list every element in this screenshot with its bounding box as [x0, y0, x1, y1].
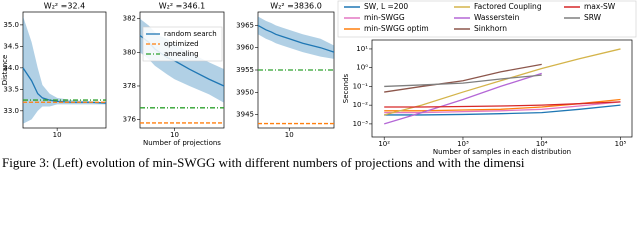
x-tick-label: 10	[53, 131, 62, 139]
legend-label: min-SWGG	[364, 13, 405, 22]
legend-label: SRW	[584, 13, 602, 22]
band	[258, 16, 334, 59]
y-tick-label: 3950	[236, 88, 254, 96]
y-tick-label: 376	[123, 116, 137, 124]
figure: Figure 3: (Left) evolution of min-SWGG w…	[1, 0, 637, 170]
y-tick-label: 33.0	[3, 107, 19, 115]
series-line	[384, 74, 542, 88]
y-tick-label: 34.0	[3, 64, 19, 72]
y-tick-label: 3955	[236, 66, 254, 74]
y-tick-label: 35.0	[3, 21, 19, 29]
band	[23, 16, 106, 124]
series-line	[384, 101, 621, 108]
y-tick-label: 3945	[236, 111, 254, 119]
series-line	[384, 63, 542, 93]
caption: Figure 3: (Left) evolution of min-SWGG w…	[2, 155, 525, 170]
series-line	[257, 24, 335, 53]
y-tick-label: 3960	[236, 44, 254, 52]
y-tick-label: 382	[123, 15, 136, 23]
y-tick-label: 10⁰	[356, 64, 368, 72]
x-axis-label: Number of samples in each distribution	[433, 148, 571, 156]
legend-label: Wasserstein	[474, 13, 520, 22]
y-tick-label: 10⁻¹	[353, 82, 369, 90]
y-tick-label: 380	[123, 48, 136, 56]
x-tick-label: 10⁵	[615, 140, 627, 148]
series-line	[384, 48, 621, 116]
series-line	[384, 104, 621, 116]
legend-label: min-SWGG optim	[364, 24, 429, 33]
x-tick-label: 10³	[457, 140, 469, 148]
chart-title: W₂² =3836.0	[270, 2, 322, 11]
legend-label: random search	[164, 30, 217, 38]
y-axis-label: Seconds	[342, 73, 350, 103]
x-tick-label: 10⁴	[536, 140, 548, 148]
y-tick-label: 34.5	[3, 42, 19, 50]
legend-box	[142, 26, 223, 62]
y-tick-label: 10⁻³	[353, 120, 369, 128]
plot-area	[22, 11, 107, 129]
x-tick-label: 10	[170, 131, 179, 139]
y-tick-label: 33.5	[3, 85, 19, 93]
legend-label: max-SW	[584, 2, 616, 11]
y-tick-label: 3965	[236, 21, 254, 29]
legend-label: optimized	[164, 40, 199, 48]
legend-label: SW, L =200	[364, 2, 408, 11]
x-tick-label: 10	[285, 131, 294, 139]
y-tick-label: 378	[123, 82, 136, 90]
legend-box	[337, 0, 637, 38]
series-line	[384, 72, 542, 125]
legend-label: Factored Coupling	[474, 2, 542, 11]
legend-label: annealing	[164, 50, 199, 58]
chart-title: W₂² =346.1	[159, 2, 205, 11]
plot-area	[371, 39, 633, 138]
chart-title: W₂² =32.4	[44, 2, 85, 11]
y-axis-label: Distance	[1, 55, 9, 86]
x-axis-label: Number of projections	[143, 139, 221, 147]
legend-label: Sinkhorn	[474, 24, 507, 33]
x-tick-label: 10²	[378, 140, 390, 148]
y-tick-label: 10¹	[356, 45, 368, 53]
y-tick-label: 10⁻²	[353, 101, 369, 109]
